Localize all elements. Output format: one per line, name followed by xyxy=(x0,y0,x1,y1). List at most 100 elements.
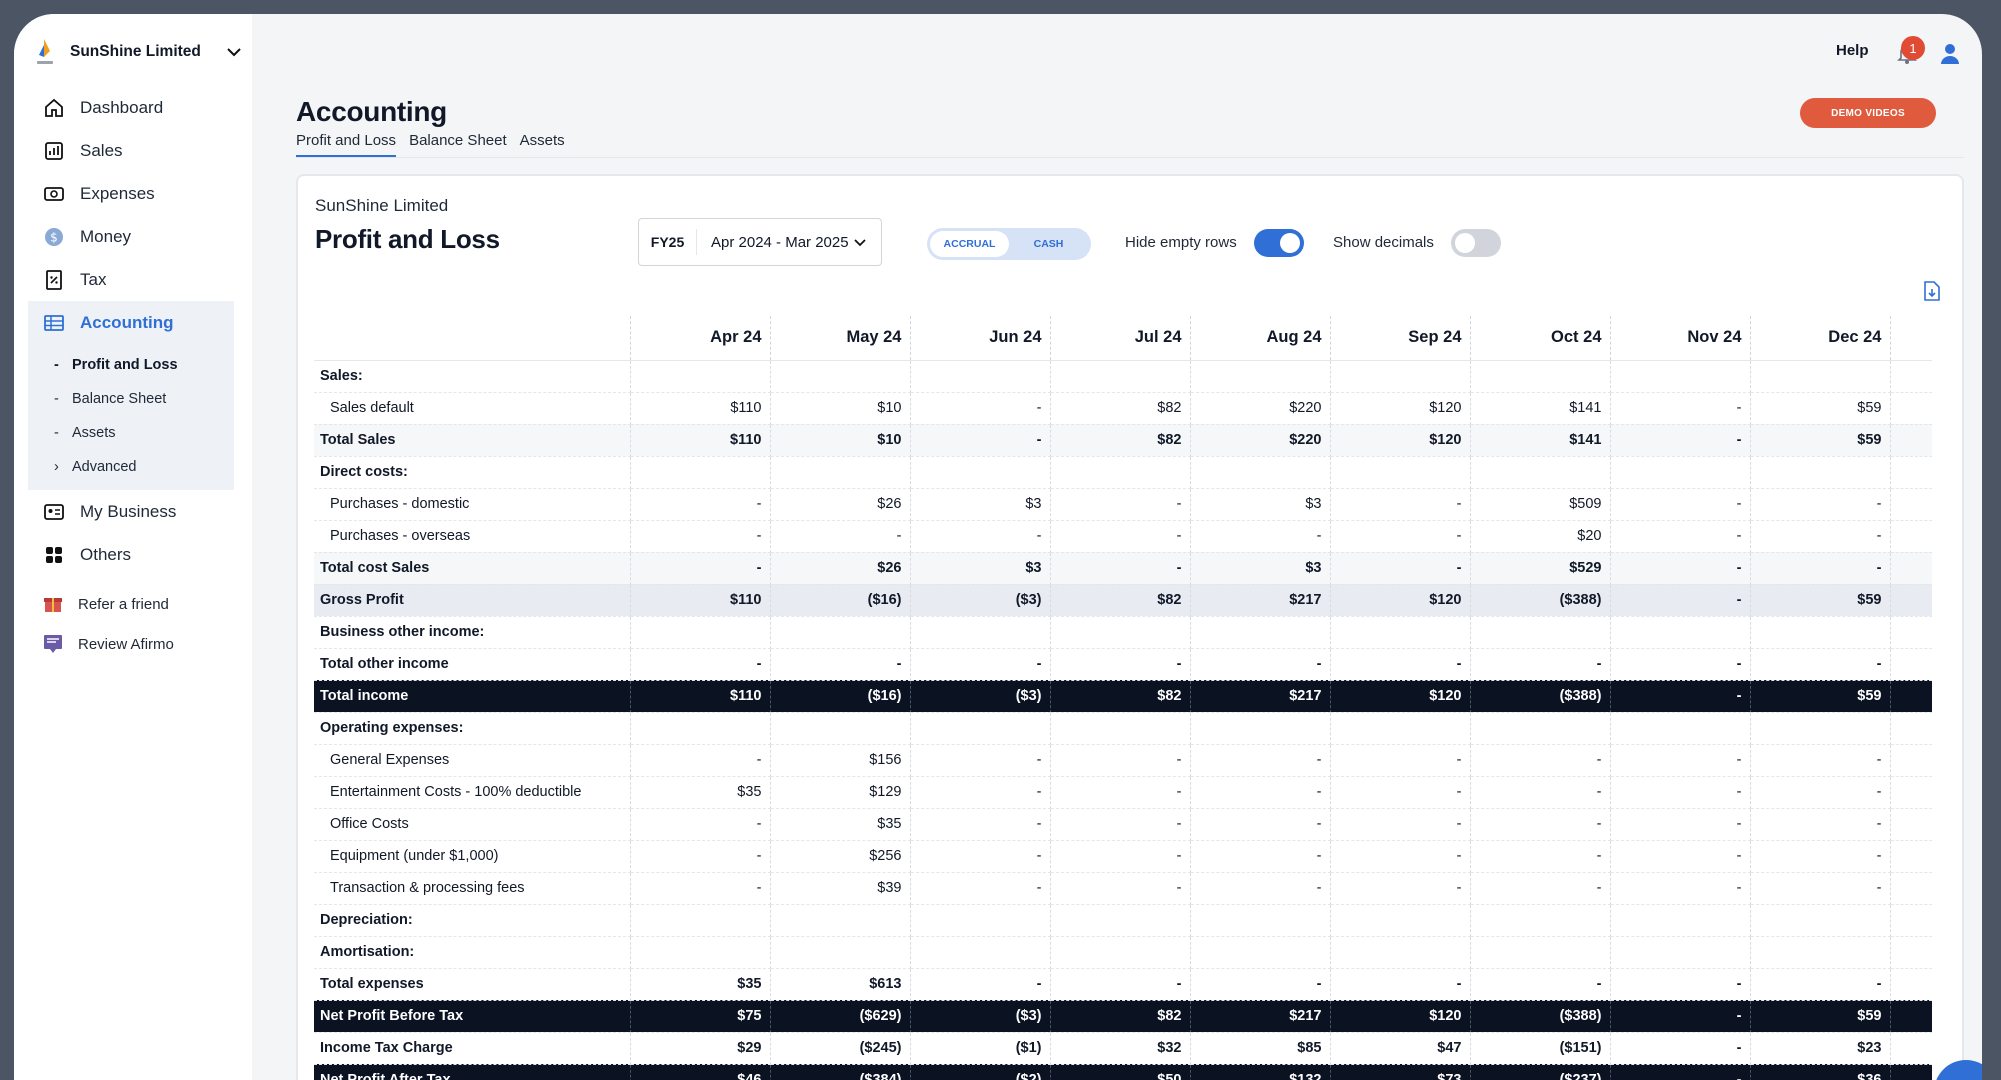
table-row[interactable]: Direct costs: xyxy=(314,456,1932,489)
sidebar-item-dashboard[interactable]: Dashboard xyxy=(28,86,234,129)
sidebar-item-sales[interactable]: Sales xyxy=(28,129,234,172)
table-row[interactable]: Gross Profit $110 ($16) ($3) $82 $217 $120 ($38… xyxy=(314,584,1932,617)
table-cell: - xyxy=(1610,392,1751,425)
table-cell: $29 xyxy=(630,1032,771,1065)
user-icon[interactable] xyxy=(1939,42,1961,66)
row-label: Office Costs xyxy=(314,808,631,841)
table-cell xyxy=(630,616,771,649)
sidebar-item-accounting[interactable]: Accounting xyxy=(28,301,234,344)
table-row[interactable]: Office Costs - $35- - - - - - - xyxy=(314,808,1932,841)
table-row[interactable]: Business other income: xyxy=(314,616,1932,649)
table-row[interactable]: Total income $110 ($16) ($3) $82 $217 $120 ($38… xyxy=(314,680,1932,713)
table-row[interactable]: Entertainment Costs - 100% deductible $35… xyxy=(314,776,1932,809)
sidebar-item-refer-a-friend[interactable]: Refer a friend xyxy=(28,584,234,624)
table-header-row: Apr 24 May 24 Jun 24 Jul 24 Aug 24 Sep 24 Oct … xyxy=(314,316,1932,361)
demo-videos-button[interactable]: DEMO VIDEOS xyxy=(1800,98,1936,128)
row-label: Entertainment Costs - 100% deductible xyxy=(314,776,631,809)
chevron-down-icon xyxy=(849,231,871,253)
row-label: Direct costs: xyxy=(314,456,631,489)
table-cell: ($629) xyxy=(770,1000,911,1033)
download-icon[interactable] xyxy=(1922,280,1942,302)
table-cell xyxy=(1050,456,1191,489)
show-decimals-toggle[interactable] xyxy=(1451,229,1501,257)
sidebar-subitem-profit-and-loss[interactable]: - Profit and Loss xyxy=(28,348,234,382)
table-cell: - xyxy=(1050,520,1191,553)
subitem-label: Balance Sheet xyxy=(72,391,167,407)
tab-assets[interactable]: Assets xyxy=(519,132,565,149)
sidebar-item-tax[interactable]: Tax xyxy=(28,258,234,301)
table-row[interactable]: Net Profit After Tax $46 ($384) ($2) $50 $132… xyxy=(314,1064,1932,1080)
table-cell: ($388) xyxy=(1470,584,1611,617)
sidebar-item-my-business[interactable]: My Business xyxy=(28,490,234,533)
period-selector[interactable]: FY25 Apr 2024 - Mar 2025 xyxy=(638,218,882,266)
help-link[interactable]: Help xyxy=(1836,42,1869,59)
show-decimals-label: Show decimals xyxy=(1333,234,1434,251)
table-cell xyxy=(1050,616,1191,649)
table-row[interactable]: Sales: xyxy=(314,360,1932,393)
sidebar-subitem-advanced[interactable]: › Advanced xyxy=(28,450,234,484)
row-label: Purchases - overseas xyxy=(314,520,631,553)
table-cell: $110 xyxy=(630,392,771,425)
sidebar-subitem-balance-sheet[interactable]: - Balance Sheet xyxy=(28,382,234,416)
cash-icon xyxy=(42,182,66,206)
table-cell: $85 xyxy=(1190,1032,1331,1065)
table-cell xyxy=(1190,616,1331,649)
sidebar-item-review-afirmo[interactable]: Review Afirmo xyxy=(28,624,234,664)
sidebar-item-expenses[interactable]: Expenses xyxy=(28,172,234,215)
tab-balance-sheet[interactable]: Balance Sheet xyxy=(409,132,507,149)
table-cell: - xyxy=(1050,648,1191,681)
sidebar-subitem-assets[interactable]: - Assets xyxy=(28,416,234,450)
table-cell: - xyxy=(1610,648,1751,681)
table-cell xyxy=(1190,904,1331,937)
table-cell xyxy=(1610,616,1751,649)
sidebar-item-others[interactable]: Others xyxy=(28,533,234,576)
table-row[interactable]: Transaction & processing fees - $39- - - - - - - xyxy=(314,872,1932,905)
basis-cash[interactable]: CASH xyxy=(1033,238,1064,250)
table-cell: ($3) xyxy=(910,680,1051,713)
org-switcher[interactable]: SunShine Limited xyxy=(34,32,244,72)
hide-empty-rows-toggle[interactable] xyxy=(1254,229,1304,257)
table-cell: - xyxy=(1190,648,1331,681)
sidebar-item-label: Review Afirmo xyxy=(78,635,174,653)
table-row[interactable]: Depreciation: xyxy=(314,904,1932,937)
table-cell xyxy=(910,712,1051,745)
chevron-down-icon[interactable] xyxy=(224,42,244,62)
table-cell: - xyxy=(1330,520,1471,553)
table-row[interactable]: Total other income - - - - - - - - - xyxy=(314,648,1932,681)
row-label: General Expenses xyxy=(314,744,631,777)
app-window: SunShine Limited Dashboard Sales Expense… xyxy=(14,14,1982,1080)
table-row[interactable]: Total expenses $35 $613- - - - - - - xyxy=(314,968,1932,1001)
sidebar: SunShine Limited Dashboard Sales Expense… xyxy=(14,14,252,1080)
table-cell: - xyxy=(1190,744,1331,777)
tab-profit-and-loss[interactable]: Profit and Loss xyxy=(296,132,397,158)
table-cell: - xyxy=(1610,488,1751,521)
basis-accrual[interactable]: ACCRUAL xyxy=(930,231,1009,257)
table-row[interactable]: Sales default $110 $10- $82 $220 $120 $141- $59 xyxy=(314,392,1932,425)
table-cell: - xyxy=(1610,808,1751,841)
table-cell: $141 xyxy=(1470,424,1611,457)
row-label: Total income xyxy=(314,680,631,713)
table-row[interactable]: Total Sales $110 $10- $82 $220 $120 $141- $59 xyxy=(314,424,1932,457)
table-cell: ($388) xyxy=(1470,1000,1611,1033)
sidebar-item-money[interactable]: $ Money xyxy=(28,215,234,258)
row-label: Business other income: xyxy=(314,616,631,649)
table-cell: - xyxy=(1610,1064,1751,1080)
column-header: Aug 24 xyxy=(1190,316,1331,361)
table-row[interactable]: Total cost Sales - $26 $3- $3- $529- - xyxy=(314,552,1932,585)
table-cell: - xyxy=(910,392,1051,425)
table-row[interactable]: Equipment (under $1,000) - $256- - - - - - - xyxy=(314,840,1932,873)
table-cell: $46 xyxy=(630,1064,771,1080)
table-cell: - xyxy=(910,808,1051,841)
table-row[interactable]: General Expenses - $156- - - - - - - xyxy=(314,744,1932,777)
table-row[interactable]: Purchases - overseas - - - - - - $20- - xyxy=(314,520,1932,553)
table-row[interactable]: Purchases - domestic - $26 $3- $3- $509- - xyxy=(314,488,1932,521)
table-row[interactable]: Income Tax Charge $29 ($245) ($1) $32 $85 $47(… xyxy=(314,1032,1932,1065)
table-cell xyxy=(910,616,1051,649)
table-row[interactable]: Amortisation: xyxy=(314,936,1932,969)
table-icon xyxy=(42,311,66,335)
table-row[interactable]: Operating expenses: xyxy=(314,712,1932,745)
table-row[interactable]: Net Profit Before Tax $75 ($629) ($3) $82 $21… xyxy=(314,1000,1932,1033)
table-cell: - xyxy=(630,648,771,681)
table-cell xyxy=(1190,360,1331,393)
table-cell xyxy=(630,904,771,937)
